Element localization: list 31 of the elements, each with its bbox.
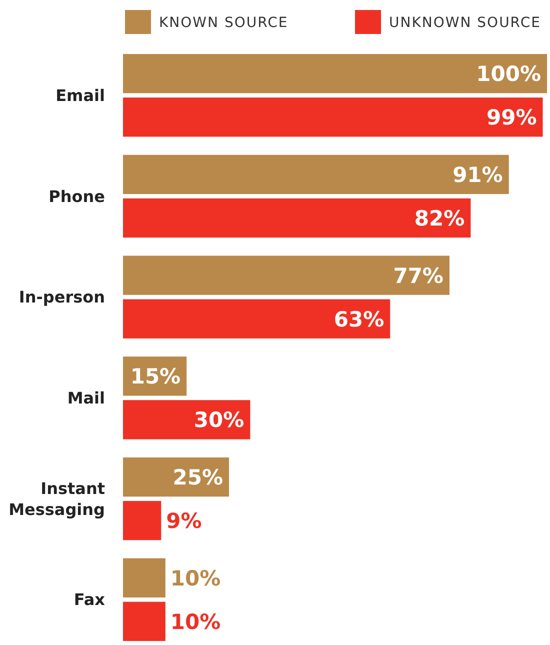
y-tick-label: Phone	[48, 186, 106, 206]
data-label: 10%	[170, 566, 221, 590]
data-label: 15%	[130, 364, 181, 389]
bar	[123, 54, 547, 94]
y-tick-label: In-person	[18, 288, 105, 307]
data-label: 9%	[166, 509, 202, 534]
data-label: 82%	[414, 206, 465, 231]
bar	[123, 98, 543, 137]
bar	[123, 400, 250, 440]
bar	[123, 256, 450, 295]
data-label: 63%	[334, 307, 384, 332]
y-tick-label: Mail	[67, 388, 105, 408]
bar	[123, 457, 229, 497]
data-label: 77%	[393, 264, 444, 288]
data-label: 30%	[194, 408, 244, 432]
y-tick-label: Fax	[74, 590, 106, 610]
bar	[123, 602, 166, 641]
data-label: 25%	[172, 466, 223, 490]
bar	[123, 299, 390, 338]
y-tick-label: Instant Messaging	[8, 478, 106, 519]
bar	[123, 558, 166, 598]
bar	[123, 154, 509, 194]
y-tick-label: Email	[56, 86, 105, 105]
data-label: 100%	[476, 62, 541, 86]
data-label: 91%	[452, 163, 503, 188]
data-label: 10%	[170, 610, 221, 634]
legend-label: KNOWN SOURCE	[159, 14, 288, 31]
legend-label: UNKNOWN SOURCE	[389, 14, 541, 31]
bar	[123, 198, 471, 238]
bar	[123, 500, 162, 540]
data-label: 99%	[486, 106, 537, 130]
